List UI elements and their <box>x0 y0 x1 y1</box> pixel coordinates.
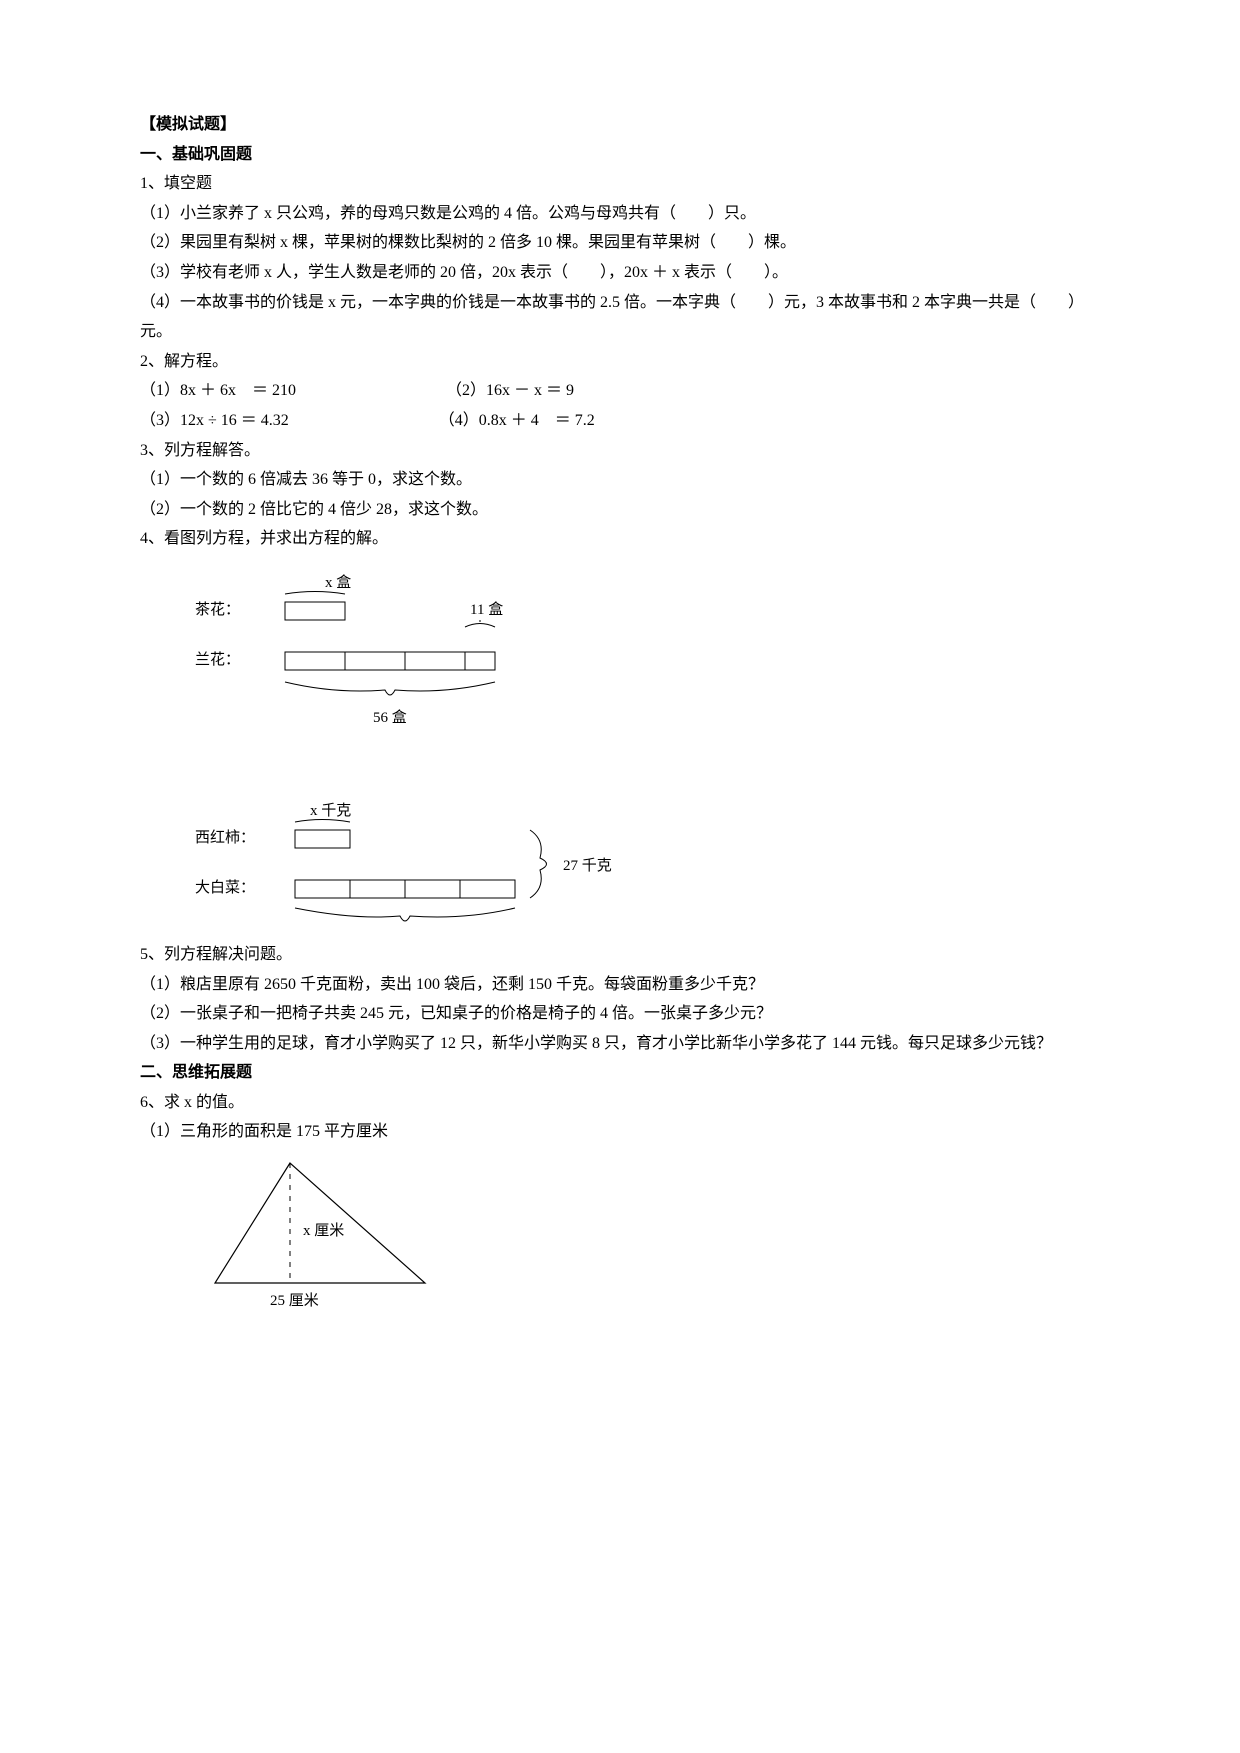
diagram-2: x 千克 西红柿： 大白菜： 27 千克 <box>195 800 1100 930</box>
triangle-svg: x 厘米 25 厘米 <box>195 1153 455 1313</box>
q3-title: 3、列方程解答。 <box>140 436 1100 466</box>
diagram-2-svg: x 千克 西红柿： 大白菜： 27 千克 <box>195 800 655 930</box>
page-title: 【模拟试题】 <box>140 110 1100 140</box>
d1-total-label: 56 盒 <box>373 709 407 726</box>
d1-right-label: 11 盒 <box>470 601 503 618</box>
d2-tomato-label: 西红柿： <box>195 828 255 846</box>
d1-orchid-label: 兰花： <box>195 651 240 668</box>
q1-title: 1、填空题 <box>140 169 1100 199</box>
q2-eq-3: （3）12x ÷ 16 ＝ 4.32 <box>140 406 289 436</box>
q5-item-3: （3）一种学生用的足球，育才小学购买了 12 只，新华小学购买 8 只，育才小学… <box>140 1029 1100 1059</box>
q5-title: 5、列方程解决问题。 <box>140 940 1100 970</box>
q1-item-1: （1）小兰家养了 x 只公鸡，养的母鸡只数是公鸡的 4 倍。公鸡与母鸡共有（ ）… <box>140 199 1100 229</box>
q1-item-4: （4）一本故事书的价钱是 x 元，一本字典的价钱是一本故事书的 2.5 倍。一本… <box>140 288 1100 347</box>
section-1-heading: 一、基础巩固题 <box>140 140 1100 170</box>
section-2-heading: 二、思维拓展题 <box>140 1058 1100 1088</box>
q1-item-3: （3）学校有老师 x 人，学生人数是老师的 20 倍，20x 表示（ ），20x… <box>140 258 1100 288</box>
q5-item-1: （1）粮店里原有 2650 千克面粉，卖出 100 袋后，还剩 150 千克。每… <box>140 970 1100 1000</box>
q6-title: 6、求 x 的值。 <box>140 1088 1100 1118</box>
q2-eq-2: （2）16x － x ＝ 9 <box>446 376 574 406</box>
d2-right-label: 27 千克 <box>563 857 612 874</box>
q2-row-1: （1）8x ＋ 6x ＝ 210 （2）16x － x ＝ 9 <box>140 376 1100 406</box>
tri-base-label: 25 厘米 <box>270 1292 319 1309</box>
q2-title: 2、解方程。 <box>140 347 1100 377</box>
d1-x-label: x 盒 <box>325 574 351 591</box>
tri-height-label: x 厘米 <box>303 1222 344 1239</box>
q2-row-2: （3）12x ÷ 16 ＝ 4.32 （4）0.8x ＋ 4 ＝ 7.2 <box>140 406 1100 436</box>
q5-item-2: （2）一张桌子和一把椅子共卖 245 元，已知桌子的价格是椅子的 4 倍。一张桌… <box>140 999 1100 1029</box>
d2-x-label: x 千克 <box>310 802 351 819</box>
q1-item-2: （2）果园里有梨树 x 棵，苹果树的棵数比梨树的 2 倍多 10 棵。果园里有苹… <box>140 228 1100 258</box>
d2-cabbage-label: 大白菜： <box>195 879 255 896</box>
q3-item-1: （1）一个数的 6 倍减去 36 等于 0，求这个数。 <box>140 465 1100 495</box>
q3-item-2: （2）一个数的 2 倍比它的 4 倍少 28，求这个数。 <box>140 495 1100 525</box>
q2-eq-4: （4）0.8x ＋ 4 ＝ 7.2 <box>439 406 595 436</box>
q4-title: 4、看图列方程，并求出方程的解。 <box>140 524 1100 554</box>
diagram-1-svg: x 盒 茶花： 11 盒 兰花： 56 盒 <box>195 572 595 732</box>
d1-tea-label: 茶花： <box>195 601 240 618</box>
triangle-diagram: x 厘米 25 厘米 <box>195 1153 1100 1313</box>
q6-sub1: （1）三角形的面积是 175 平方厘米 <box>140 1117 1100 1147</box>
diagram-1: x 盒 茶花： 11 盒 兰花： 56 盒 <box>195 572 1100 732</box>
q2-eq-1: （1）8x ＋ 6x ＝ 210 <box>140 376 296 406</box>
